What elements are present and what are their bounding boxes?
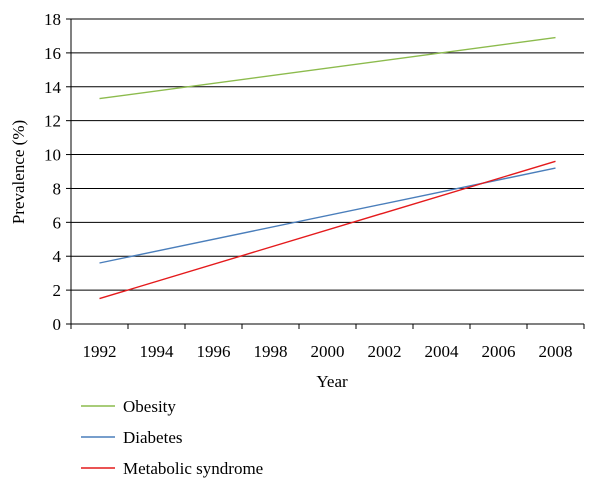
y-tick-label: 16 [44, 44, 61, 63]
x-tick-label: 1994 [140, 342, 175, 361]
x-tick-label: 2008 [539, 342, 573, 361]
x-tick-label: 2006 [482, 342, 516, 361]
legend-label: Metabolic syndrome [123, 459, 263, 478]
x-tick-label: 2002 [368, 342, 402, 361]
gridlines [71, 18, 584, 291]
axes [70, 19, 584, 325]
x-tick-label: 2000 [311, 342, 345, 361]
x-tick-label: 1998 [254, 342, 288, 361]
series-line-obesity [99, 36, 556, 100]
y-tick-label: 10 [44, 146, 61, 165]
x-ticks: 1992 1994 1996 1998 2000 2002 2004 2006 2008 [70, 324, 585, 361]
x-tick-label: 2004 [425, 342, 460, 361]
legend-label: Obesity [123, 397, 176, 416]
y-tick-label: 18 [44, 10, 61, 29]
legend: Obesity Diabetes Metabolic syndrome [81, 397, 263, 478]
y-tick-label: 4 [53, 247, 62, 266]
x-tick-label: 1992 [83, 342, 117, 361]
y-tick-label: 14 [44, 78, 62, 97]
series-lines [99, 36, 556, 300]
y-tick-label: 2 [53, 281, 62, 300]
y-tick-label: 6 [53, 213, 62, 232]
series-line-metabolic-syndrome [99, 160, 556, 300]
y-tick-label: 8 [53, 179, 62, 198]
y-tick-label: 0 [53, 315, 62, 334]
x-axis-title: Year [316, 372, 348, 391]
y-ticks: 0 2 4 6 8 10 12 14 16 18 [44, 10, 71, 334]
y-axis-title: Prevalence (%) [9, 120, 28, 224]
legend-label: Diabetes [123, 428, 182, 447]
y-tick-label: 12 [44, 112, 61, 131]
x-tick-label: 1996 [197, 342, 231, 361]
